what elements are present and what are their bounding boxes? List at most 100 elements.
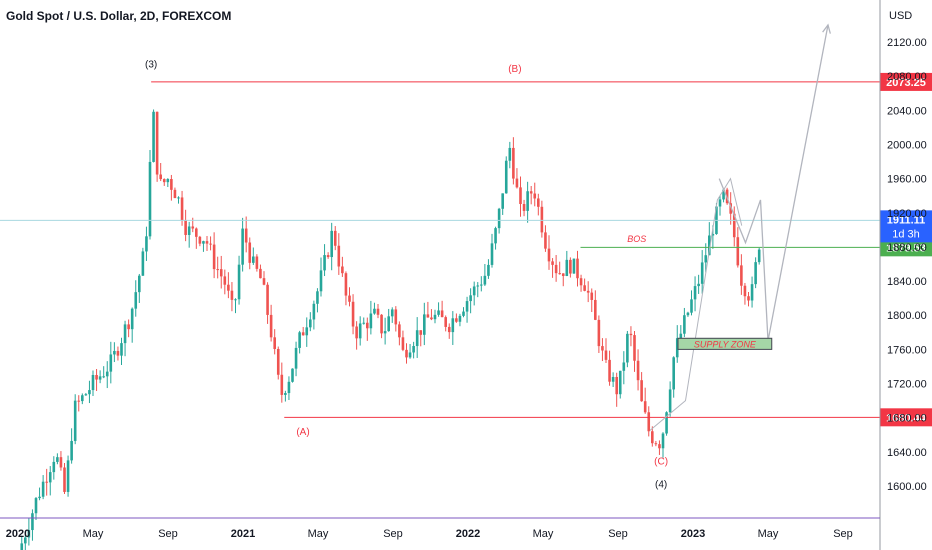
candle-body (155, 111, 159, 175)
candle-body (526, 191, 529, 211)
candle-body (366, 322, 369, 329)
candle-body (497, 208, 501, 229)
candle-body (56, 457, 59, 462)
y-tick-label: 2080.00 (887, 71, 927, 83)
candle-body (333, 230, 337, 246)
candle-body (398, 324, 401, 338)
candle-body (152, 111, 155, 162)
candle-body (262, 278, 266, 285)
candle-body (358, 323, 362, 339)
candle-body (693, 286, 697, 300)
candle-body (533, 193, 537, 199)
candle-body (430, 317, 433, 320)
wave-label: (B) (508, 64, 521, 75)
candle-body (70, 440, 73, 461)
candle-body (561, 273, 565, 277)
candle-body (376, 308, 380, 315)
y-tick-label: 1800.00 (887, 310, 927, 322)
candle-body (180, 197, 184, 221)
candle-body (316, 291, 319, 304)
x-tick-label: Sep (158, 528, 178, 540)
candle-body (319, 270, 323, 292)
candle-body (113, 350, 116, 355)
candle-body (451, 318, 455, 333)
candle-body (120, 343, 123, 356)
current-price-tag (880, 210, 932, 243)
candle-body (576, 258, 579, 279)
y-tick-label: 1640.00 (887, 447, 927, 459)
wave-label: (4) (655, 480, 667, 491)
candle-body (390, 309, 394, 317)
candle-body (34, 498, 38, 514)
candle-body (537, 198, 540, 207)
y-tick-label: 2120.00 (887, 37, 927, 49)
candle-body (665, 412, 668, 434)
candle-body (437, 310, 440, 315)
candle-body (259, 268, 262, 279)
candle-body (654, 443, 658, 445)
candle-body (298, 332, 301, 348)
candle-body (512, 147, 515, 179)
candle-body (544, 232, 547, 249)
x-tick-label: 2023 (681, 528, 705, 540)
y-tick-label: 1880.00 (887, 242, 927, 254)
x-tick-label: Sep (833, 528, 853, 540)
candle-body (501, 193, 504, 209)
candle-body (583, 285, 586, 291)
candle-body (675, 338, 679, 358)
candle-body (219, 269, 223, 277)
supply-zone-label: SUPPLY ZONE (694, 339, 757, 349)
candle-body (465, 301, 469, 312)
candle-body (651, 431, 654, 444)
supply-zone-box (677, 337, 773, 350)
candle-body (27, 530, 31, 538)
horizontal-levels: 2073.25 1680.44 1879.53 1911.11 1d 3h (0, 72, 932, 427)
candle-body (81, 395, 84, 402)
candle-body (312, 303, 316, 320)
candle-body (109, 354, 113, 372)
candle-body (45, 481, 48, 483)
wave-label: (3) (145, 60, 157, 71)
candle-body (690, 299, 693, 313)
candle-body (636, 360, 640, 381)
candle-body (472, 286, 476, 296)
candle-body (166, 179, 170, 183)
chart-title: Gold Spot / U.S. Dollar, 2D, FOREXCOM (6, 9, 232, 23)
candle-body (170, 179, 173, 190)
candle-body (394, 309, 398, 325)
candle-body (732, 213, 736, 238)
candle-body (423, 314, 426, 335)
y-tick-label: 1920.00 (887, 208, 927, 220)
projection-lines (649, 23, 831, 431)
candle-body (633, 335, 636, 361)
candle-body (629, 333, 633, 336)
candle-body (162, 179, 166, 183)
candle-body (48, 472, 52, 483)
x-tick-label: Sep (608, 528, 628, 540)
candle-body (88, 390, 91, 395)
candle-body (98, 376, 102, 380)
candle-body (362, 322, 366, 324)
candle-body (276, 348, 280, 375)
candle-body (554, 264, 558, 274)
y-tick-label: 2040.00 (887, 105, 927, 117)
candle-body (590, 292, 594, 300)
candle-body (405, 349, 408, 358)
candle-body (305, 327, 309, 336)
candle-body (469, 295, 472, 302)
candle-body (480, 284, 483, 286)
candle-body (241, 228, 244, 265)
candle-body (255, 256, 259, 269)
candle-body (91, 374, 95, 391)
candle-body (462, 311, 465, 316)
candle-body (490, 243, 494, 265)
candle-body (487, 264, 490, 276)
level-price-label: 1680.44 (886, 412, 927, 424)
candle-body (419, 330, 423, 335)
candle-body (248, 242, 252, 263)
candle-body (20, 543, 24, 550)
candle-body (455, 318, 458, 322)
candle-body (244, 228, 248, 243)
candle-body (387, 316, 390, 332)
